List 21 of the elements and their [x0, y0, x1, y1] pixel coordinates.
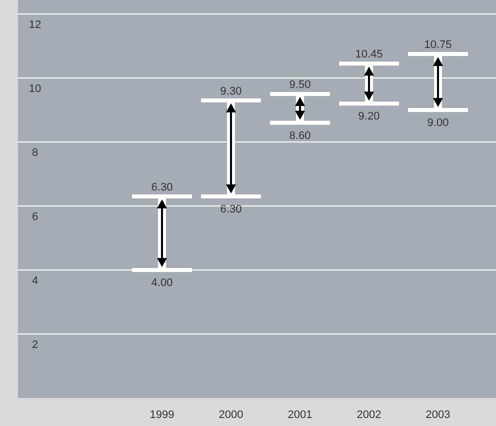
- annotation: 6.30: [151, 181, 173, 194]
- y-tick-label: 6: [32, 211, 38, 223]
- y-tick-label: 2: [32, 339, 38, 351]
- y-tick-label: 4: [32, 275, 38, 287]
- annotation: 9.20: [358, 110, 380, 123]
- y-tick-label: 8: [32, 147, 38, 159]
- annotation: 9.00: [427, 117, 449, 129]
- x-tick-label: 2002: [356, 409, 382, 421]
- annotation: 4.00: [151, 277, 173, 289]
- y-tick-label: 12: [28, 19, 42, 31]
- x-tick-label: 2003: [426, 409, 450, 421]
- annotation: 9.50: [289, 79, 311, 91]
- annotation: 8.60: [289, 130, 311, 142]
- x-tick-label: 2001: [288, 409, 312, 421]
- x-tick-label: 2000: [218, 409, 244, 421]
- annotation: 10.75: [424, 39, 452, 51]
- y-tick-label: 10: [28, 83, 42, 95]
- annotation: 10.45: [355, 48, 383, 61]
- x-tick-label: 1999: [150, 409, 174, 421]
- annotation: 9.30: [220, 85, 242, 98]
- annotation: 6.30: [220, 203, 242, 216]
